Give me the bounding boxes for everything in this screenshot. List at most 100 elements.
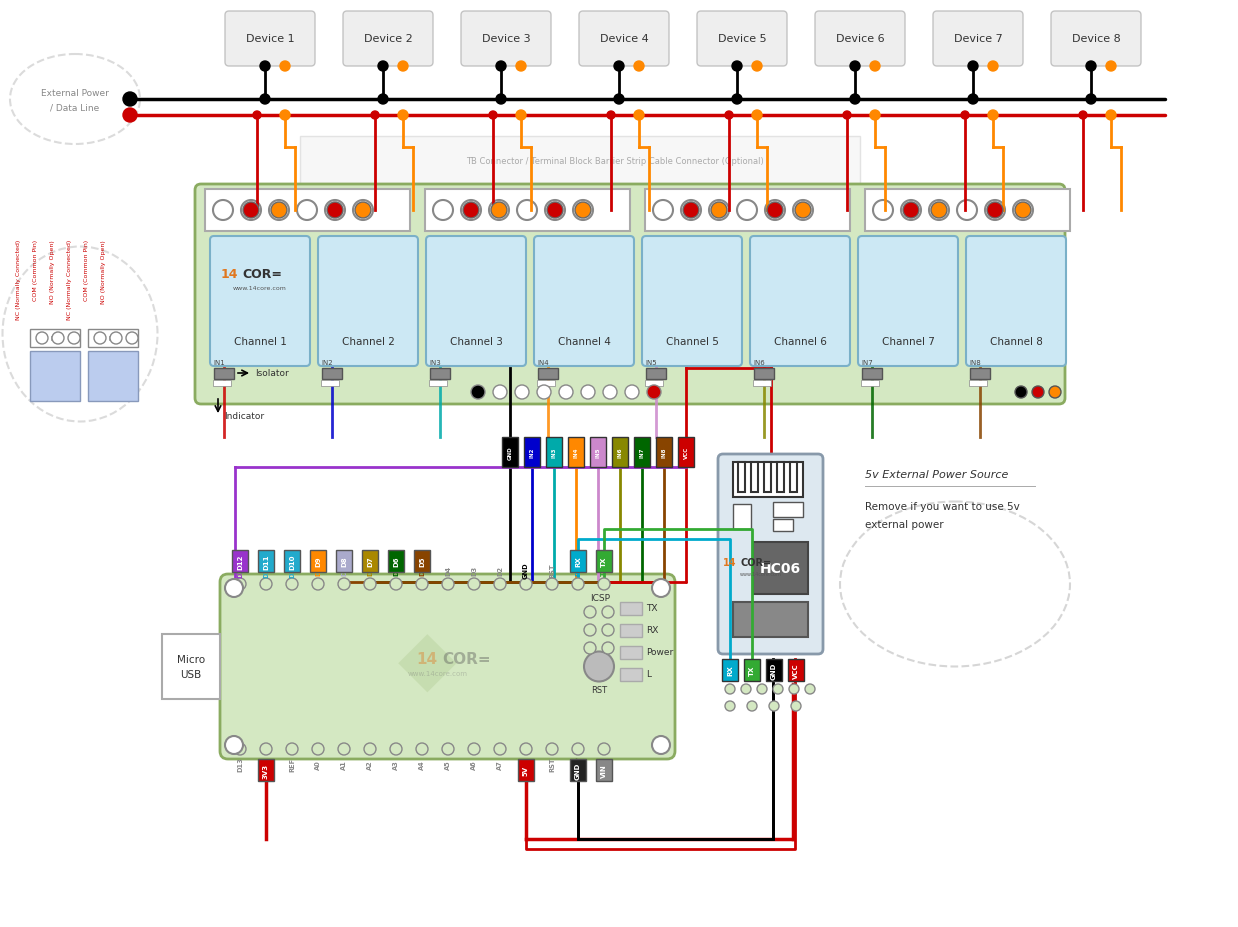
Text: A4: A4 <box>418 759 425 769</box>
Bar <box>751 463 758 492</box>
Text: IN8: IN8 <box>969 360 980 365</box>
Text: IN6: IN6 <box>618 447 623 458</box>
Circle shape <box>794 201 813 221</box>
Circle shape <box>468 743 480 756</box>
Circle shape <box>260 743 272 756</box>
Circle shape <box>312 743 324 756</box>
Circle shape <box>614 62 624 72</box>
Text: NO (Normally Open): NO (Normally Open) <box>100 240 105 303</box>
Bar <box>425 190 630 232</box>
Text: Channel 4: Channel 4 <box>557 337 610 347</box>
Text: VCC: VCC <box>794 663 799 678</box>
Text: D8: D8 <box>340 565 347 576</box>
Circle shape <box>241 201 261 221</box>
Bar <box>862 369 881 379</box>
Circle shape <box>652 201 673 221</box>
Circle shape <box>957 201 977 221</box>
Circle shape <box>1013 201 1032 221</box>
Bar <box>284 551 300 572</box>
Circle shape <box>773 684 782 694</box>
Text: 5V: 5V <box>522 765 529 775</box>
Circle shape <box>338 743 350 756</box>
FancyBboxPatch shape <box>220 575 675 759</box>
Bar <box>865 190 1070 232</box>
Circle shape <box>371 112 379 120</box>
Circle shape <box>520 578 532 590</box>
Text: A5: A5 <box>444 759 451 769</box>
Bar <box>517 759 534 781</box>
Bar <box>620 668 643 681</box>
Circle shape <box>496 62 506 72</box>
Text: NC (Normally Connected): NC (Normally Connected) <box>16 240 21 320</box>
Circle shape <box>326 201 345 221</box>
Circle shape <box>598 578 610 590</box>
Circle shape <box>260 95 270 105</box>
Bar <box>645 190 851 232</box>
Text: A7: A7 <box>496 759 503 769</box>
Circle shape <box>260 578 272 590</box>
Text: Channel 7: Channel 7 <box>881 337 935 347</box>
Text: IN7: IN7 <box>640 447 645 458</box>
Circle shape <box>851 95 860 105</box>
Text: IN3: IN3 <box>551 447 557 458</box>
Text: L: L <box>646 670 651 679</box>
Text: External Power: External Power <box>41 88 109 97</box>
Text: IN4: IN4 <box>573 447 578 458</box>
Circle shape <box>625 386 639 400</box>
Circle shape <box>110 333 123 345</box>
Bar <box>387 551 404 572</box>
FancyBboxPatch shape <box>858 236 958 366</box>
Text: 3V3: 3V3 <box>262 763 269 778</box>
Circle shape <box>378 95 387 105</box>
Circle shape <box>614 95 624 105</box>
Text: VIN: VIN <box>600 757 607 770</box>
Circle shape <box>988 62 998 72</box>
FancyBboxPatch shape <box>534 236 634 366</box>
Text: NO (Normally Open): NO (Normally Open) <box>50 240 54 303</box>
Bar <box>790 463 797 492</box>
Circle shape <box>602 624 614 636</box>
Circle shape <box>546 578 558 590</box>
Text: GND: GND <box>574 756 581 772</box>
Text: D12: D12 <box>236 563 243 578</box>
Text: Channel 5: Channel 5 <box>666 337 718 347</box>
Circle shape <box>931 203 947 219</box>
Circle shape <box>126 333 137 345</box>
Circle shape <box>546 743 558 756</box>
Circle shape <box>516 62 526 72</box>
Text: NC (Normally Connected): NC (Normally Connected) <box>67 240 72 320</box>
Circle shape <box>378 62 387 72</box>
Circle shape <box>225 736 243 755</box>
Circle shape <box>768 203 782 219</box>
Bar <box>162 634 220 699</box>
Circle shape <box>769 701 779 711</box>
Circle shape <box>547 203 563 219</box>
Bar <box>568 438 584 467</box>
Text: www.14core.com: www.14core.com <box>407 671 468 677</box>
Circle shape <box>737 201 756 221</box>
Circle shape <box>598 743 610 756</box>
Text: A6: A6 <box>470 759 477 769</box>
Bar <box>569 551 586 572</box>
Text: TX: TX <box>600 556 607 566</box>
Circle shape <box>968 95 978 105</box>
Circle shape <box>1032 387 1044 399</box>
Bar <box>620 646 643 659</box>
Circle shape <box>461 201 482 221</box>
Bar <box>524 438 540 467</box>
Text: RX: RX <box>727 665 733 676</box>
Text: VIN: VIN <box>600 763 607 777</box>
Text: COR=: COR= <box>241 268 282 281</box>
Circle shape <box>253 112 261 120</box>
FancyBboxPatch shape <box>718 454 823 654</box>
Circle shape <box>234 578 246 590</box>
Bar <box>501 438 517 467</box>
Circle shape <box>470 386 485 400</box>
FancyBboxPatch shape <box>318 236 418 366</box>
Bar <box>773 502 803 517</box>
Text: Channel 3: Channel 3 <box>449 337 503 347</box>
Circle shape <box>1015 203 1031 219</box>
Text: Device 2: Device 2 <box>364 34 412 44</box>
Bar <box>789 659 803 681</box>
Text: 5v External Power Source: 5v External Power Source <box>865 469 1009 479</box>
